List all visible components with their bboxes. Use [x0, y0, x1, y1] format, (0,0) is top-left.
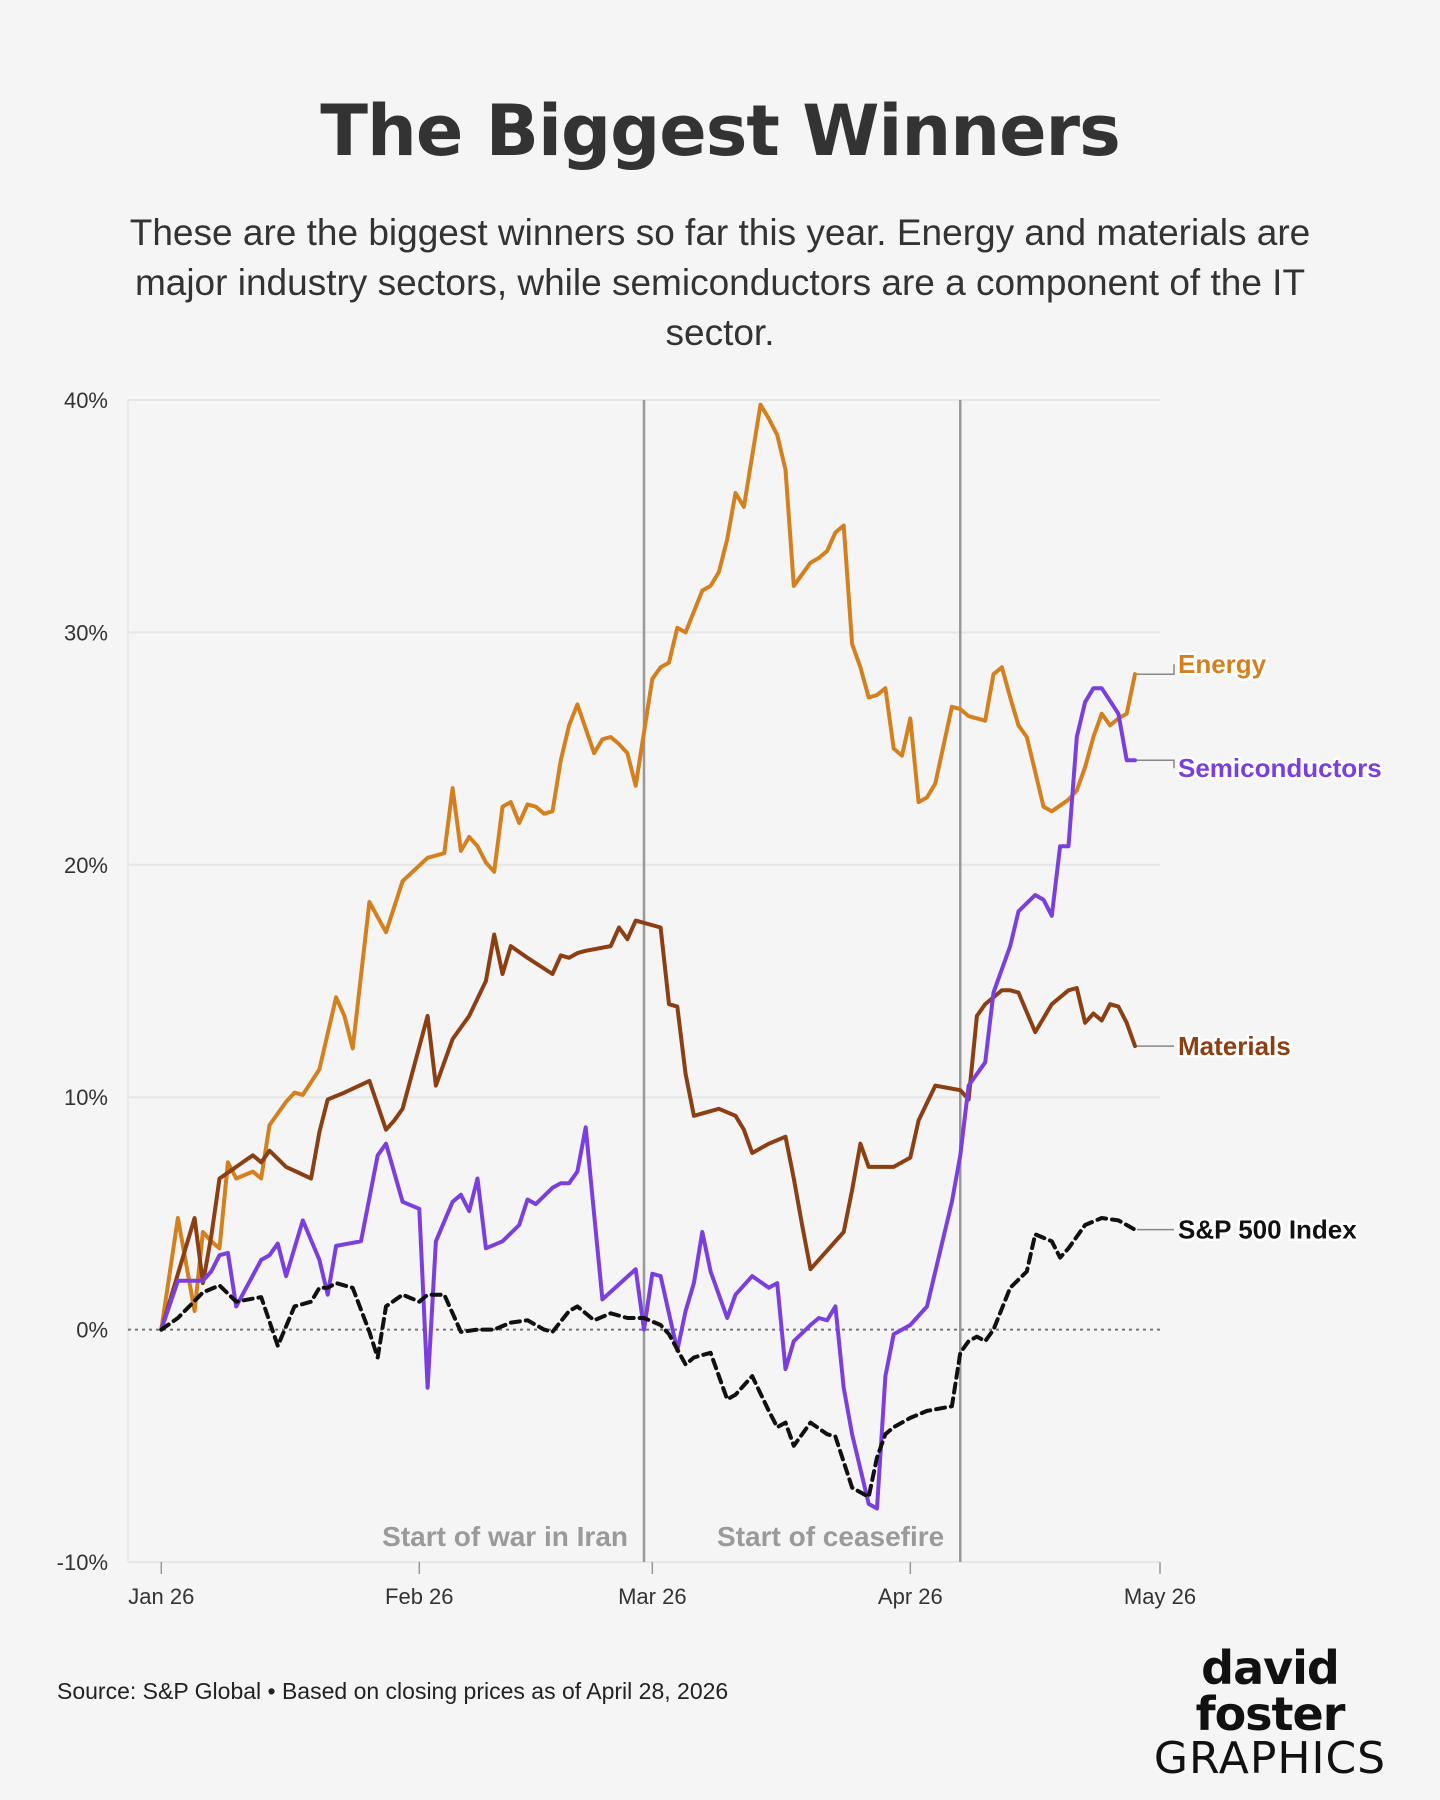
series-leader-line — [1137, 664, 1175, 675]
x-tick-label: Feb 26 — [385, 1584, 454, 1609]
y-tick-label: 0% — [76, 1318, 108, 1343]
brand-logo: david foster GRAPHICS — [1150, 1645, 1390, 1781]
x-tick-label: Jan 26 — [128, 1584, 194, 1609]
series-label: Semiconductors — [1178, 753, 1382, 783]
x-tick-label: May 26 — [1124, 1584, 1196, 1609]
x-tick-label: Apr 26 — [878, 1584, 943, 1609]
series-line-materials — [159, 918, 1137, 1332]
series-labels: Energy Materials Semiconductors S&P 500 Ind… — [1137, 647, 1384, 1247]
y-tick-label: -10% — [57, 1550, 108, 1575]
event-label: Start of ceasefire — [717, 1521, 944, 1552]
chart-title: The Biggest Winners — [320, 90, 1121, 172]
y-tick-label: 10% — [64, 1085, 108, 1110]
y-tick-label: 30% — [64, 620, 108, 645]
y-tick-label: 40% — [64, 388, 108, 413]
series-label: Materials — [1178, 1031, 1291, 1061]
line-chart: Start of war in Iran Start of ceasefire E… — [56, 388, 1384, 1609]
series-line-s-p-500-index — [159, 1216, 1137, 1499]
event-markers: Start of war in Iran Start of ceasefire — [382, 400, 962, 1562]
chart-subtitle: These are the biggest winners so far thi… — [129, 212, 1311, 353]
y-tick-label: 20% — [64, 853, 108, 878]
source-note: Source: S&P Global • Based on closing pr… — [57, 1678, 729, 1704]
axes: -10% 0% 10% 20% 30% 40% Jan 26 Feb 26 Mar 26 Apr … — [57, 388, 1196, 1609]
series-line-energy — [159, 402, 1137, 1332]
x-tick-label: Mar 26 — [618, 1584, 686, 1609]
series-line-semiconductors — [159, 686, 1137, 1511]
series-leader-line — [1137, 759, 1175, 769]
series-label: Energy — [1178, 649, 1267, 679]
series-lines — [159, 402, 1137, 1511]
logo-line-1: david foster — [1195, 1641, 1346, 1741]
logo-line-2: GRAPHICS — [1153, 1733, 1387, 1784]
series-label: S&P 500 Index — [1178, 1215, 1357, 1245]
event-label: Start of war in Iran — [382, 1521, 628, 1552]
